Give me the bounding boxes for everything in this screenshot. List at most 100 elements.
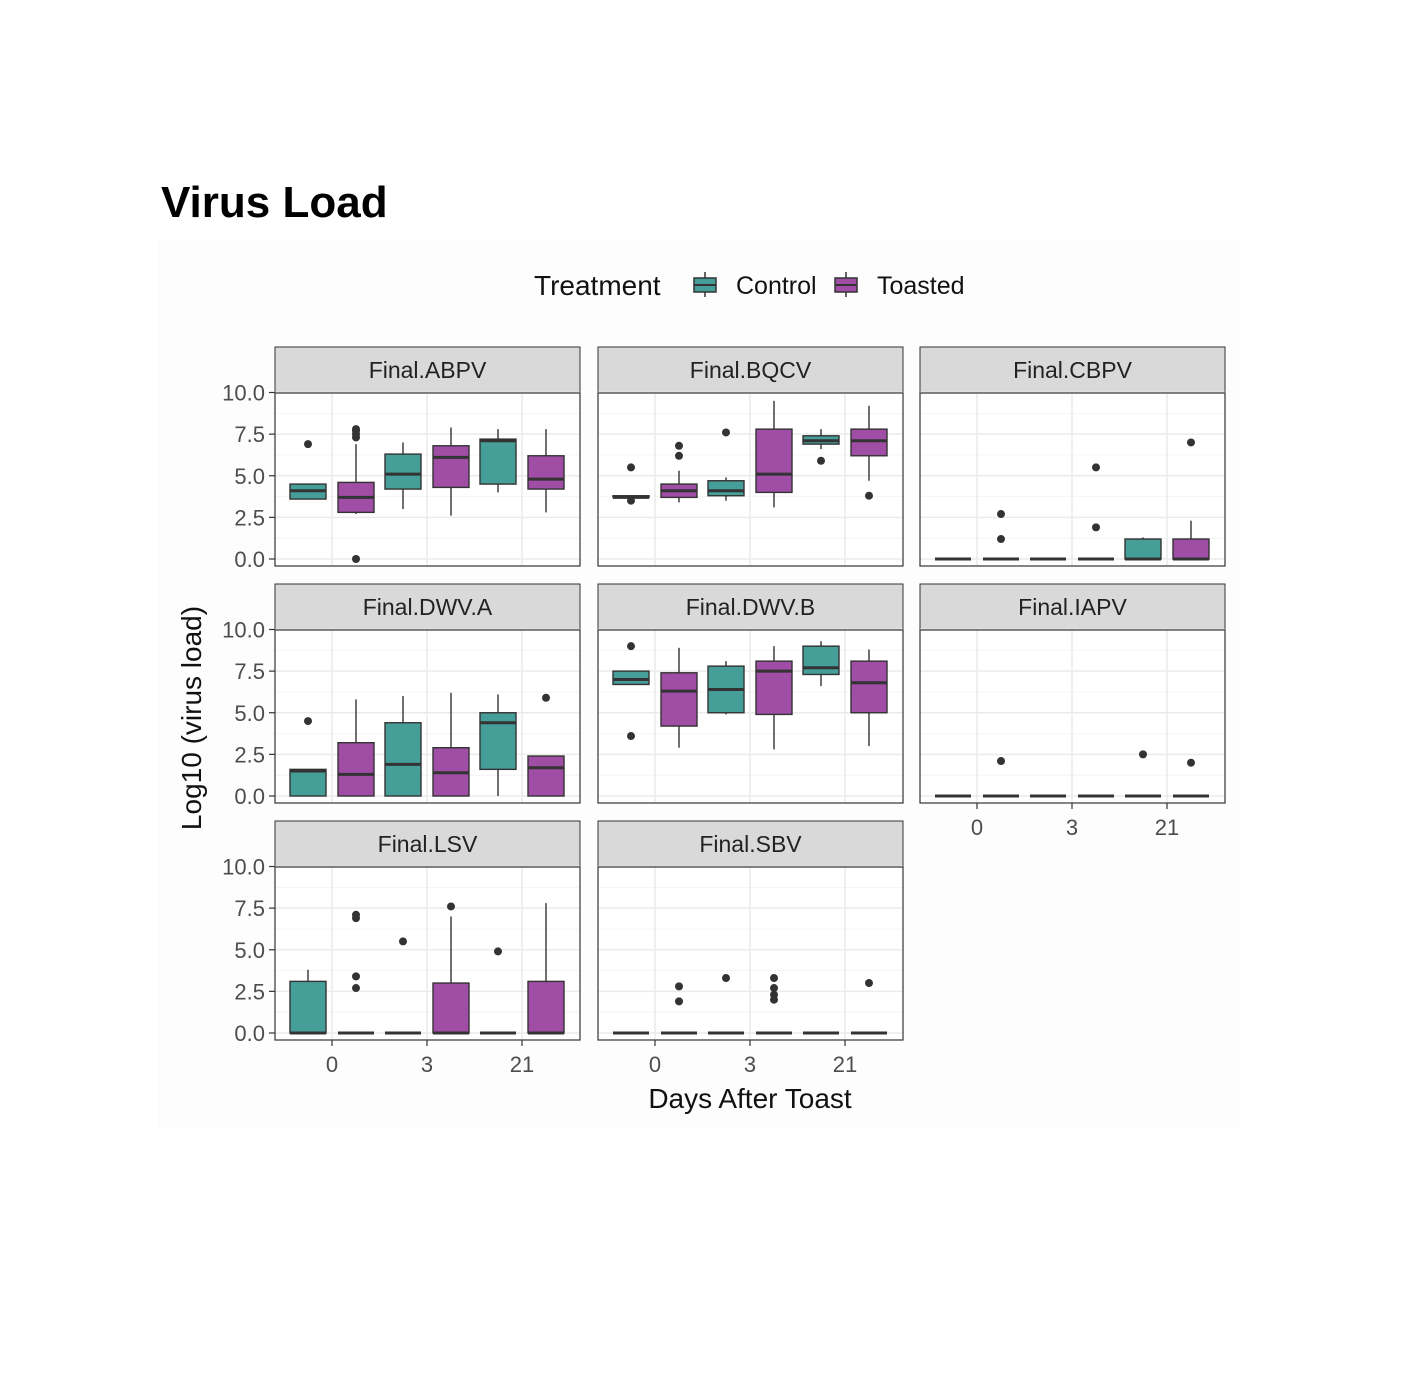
facet-label: Final.ABPV: [369, 357, 487, 383]
panel-final-abpv: Final.ABPV 0.0 2.5 5.0 7.5 10.0: [222, 346, 581, 572]
panel-border: [597, 629, 904, 804]
y-axis: 0.0 2.5 5.0 7.5 10.0: [222, 855, 275, 1046]
box-body: [660, 672, 698, 727]
facet-strip: [919, 583, 1226, 631]
outlier-point: [722, 974, 730, 983]
outlier-point: [352, 984, 360, 993]
box-control-day-0: [612, 463, 650, 505]
box-toasted-day-0: [338, 910, 374, 1035]
x-tick-label: 3: [421, 1052, 433, 1077]
y-tick-label: 0.0: [234, 784, 265, 809]
box-control-day-21: [480, 947, 516, 1035]
box-toasted-day-21: [527, 693, 565, 797]
y-tick-label: 10.0: [222, 381, 265, 406]
y-tick-label: 10.0: [222, 618, 265, 643]
box-toasted-day-3: [1078, 463, 1114, 561]
facet-label: Final.DWV.B: [686, 594, 816, 620]
outlier-point: [997, 535, 1005, 544]
box-control-day-0: [612, 642, 650, 741]
box-control-day-0: [289, 440, 327, 500]
box-body: [850, 428, 888, 457]
facet-strip: [597, 346, 904, 394]
panel-final-cbpv: Final.CBPV: [919, 346, 1226, 567]
x-tick-label: 3: [744, 1052, 756, 1077]
panel-final-bqcv: Final.BQCV: [597, 346, 904, 567]
box-body: [1172, 538, 1210, 560]
box-body: [289, 980, 327, 1034]
x-axis-title: Days After Toast: [648, 1083, 852, 1114]
outlier-point: [675, 441, 683, 450]
box-control-day-21: [479, 694, 517, 796]
box-body: [432, 982, 470, 1034]
x-tick-label: 0: [971, 815, 983, 840]
outlier-point: [1187, 758, 1195, 767]
box-toasted-day-21: [527, 903, 565, 1035]
outlier-point: [817, 456, 825, 465]
box-toasted-day-0: [660, 647, 698, 748]
box-body: [479, 438, 517, 485]
outlier-point: [352, 425, 360, 434]
outlier-point: [865, 979, 873, 988]
legend-title: Treatment: [534, 270, 661, 301]
outlier-point: [722, 428, 730, 437]
box-toasted-day-21: [527, 429, 565, 513]
box-toasted-day-21: [850, 405, 888, 500]
legend: Treatment Control Toasted: [534, 270, 965, 301]
x-tick-label: 21: [833, 1052, 857, 1077]
facet-strip: [274, 820, 581, 868]
box-toasted-day-3: [432, 692, 470, 797]
outlier-point: [997, 757, 1005, 766]
page-title: Virus Load: [161, 178, 388, 227]
box-toasted-day-0: [337, 699, 375, 797]
box-control-day-3: [707, 661, 745, 715]
y-tick-label: 7.5: [234, 659, 265, 684]
outlier-point: [770, 990, 778, 999]
outlier-point: [770, 984, 778, 993]
panel-border: [274, 392, 581, 567]
legend-label-toasted: Toasted: [877, 272, 965, 300]
box-toasted-day-21: [1172, 438, 1210, 561]
box-control-day-21: [802, 429, 840, 465]
box-toasted-day-3: [755, 646, 793, 750]
outlier-point: [997, 510, 1005, 519]
y-axis: 0.0 2.5 5.0 7.5 10.0: [222, 381, 275, 572]
outlier-point: [352, 555, 360, 563]
box-control-day-21: [1124, 537, 1162, 561]
x-tick-label: 0: [649, 1052, 661, 1077]
panel-border: [919, 392, 1226, 567]
box-toasted-day-21: [851, 979, 887, 1035]
y-tick-label: 5.0: [234, 464, 265, 489]
y-tick-label: 5.0: [234, 701, 265, 726]
box-control-day-21: [479, 429, 517, 493]
x-axis: 0 3 21: [971, 803, 1179, 840]
facet-label: Final.SBV: [699, 831, 802, 857]
panel-final-dwv-b: Final.DWV.B: [597, 583, 904, 804]
outlier-point: [494, 947, 502, 956]
outlier-point: [304, 440, 312, 449]
box-body: [612, 670, 650, 686]
panel-border: [597, 392, 904, 567]
outlier-point: [1092, 523, 1100, 532]
box-body: [432, 445, 470, 489]
panel-final-iapv: Final.IAPV 0 3 21: [919, 583, 1226, 840]
box-toasted-day-21: [1173, 758, 1209, 798]
box-control-day-0: [289, 969, 327, 1035]
facet-label: Final.LSV: [378, 831, 478, 857]
outlier-point: [627, 463, 635, 472]
x-tick-label: 0: [326, 1052, 338, 1077]
box-toasted-day-3: [756, 974, 792, 1035]
y-tick-label: 7.5: [234, 422, 265, 447]
panel-border: [274, 629, 581, 804]
box-body: [337, 742, 375, 797]
y-tick-label: 2.5: [234, 505, 265, 530]
outlier-point: [675, 997, 683, 1006]
x-axis: 0 3 21: [649, 1040, 857, 1077]
box-control-day-21: [1125, 750, 1161, 798]
box-control-day-3: [707, 428, 745, 501]
box-body: [527, 755, 565, 797]
outlier-point: [675, 982, 683, 991]
box-toasted-day-3: [432, 427, 470, 516]
outlier-point: [770, 974, 778, 983]
outlier-point: [542, 693, 550, 702]
box-control-day-21: [802, 641, 840, 687]
